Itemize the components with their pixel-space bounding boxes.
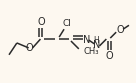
Text: Cl: Cl (63, 19, 71, 28)
Text: O: O (38, 17, 45, 27)
Text: O: O (116, 25, 124, 35)
Text: H: H (94, 36, 99, 44)
Text: O: O (26, 43, 33, 53)
Text: CH₃: CH₃ (84, 47, 99, 56)
Text: N: N (93, 40, 100, 50)
Text: N: N (83, 35, 90, 45)
Text: O: O (106, 51, 113, 61)
